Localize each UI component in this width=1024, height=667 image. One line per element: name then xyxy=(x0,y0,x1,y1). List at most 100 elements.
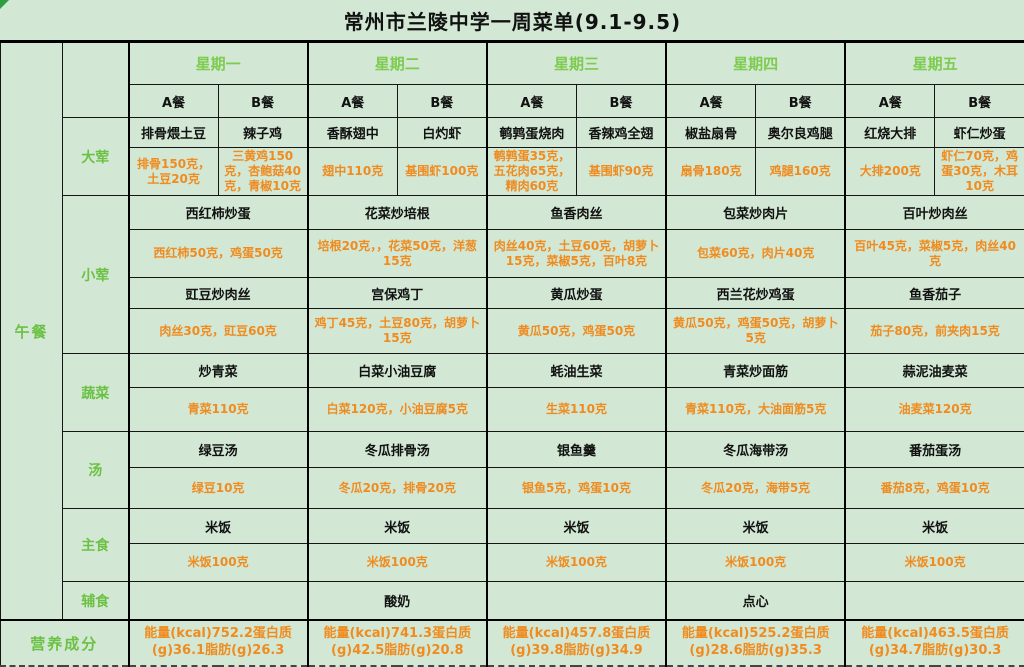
nutrition-cell: 能量(kcal)752.2蛋白质(g)36.1脂肪(g)26.3 xyxy=(129,620,308,666)
meal-a-header: A餐 xyxy=(129,85,219,118)
ingredient-cell: 大排200克 xyxy=(845,148,935,196)
day-header-thursday: 星期四 xyxy=(666,42,845,85)
nutrition-label: 营养成分 xyxy=(1,620,129,666)
ingredient-cell: 鹌鹑蛋35克，五花肉65克，精肉60克 xyxy=(487,148,577,196)
ingredient-cell: 黄瓜50克，鸡蛋50克，胡萝卜5克 xyxy=(666,309,845,354)
side-food-cell xyxy=(129,582,308,621)
ingredient-cell: 青菜110克，大油面筋5克 xyxy=(666,388,845,432)
dish-cell: 冬瓜海带汤 xyxy=(666,432,845,468)
dish-cell: 西兰花炒鸡蛋 xyxy=(666,278,845,309)
category-header-empty xyxy=(63,42,129,118)
dish-cell: 香酥翅中 xyxy=(308,118,398,148)
dish-cell: 炒青菜 xyxy=(129,354,308,388)
dish-cell: 青菜炒面筋 xyxy=(666,354,845,388)
dish-cell: 鹌鹑蛋烧肉 xyxy=(487,118,577,148)
page-title: 常州市兰陵中学一周菜单(9.1-9.5) xyxy=(1,0,1024,42)
ingredient-cell: 翅中110克 xyxy=(308,148,398,196)
ingredient-cell: 冬瓜20克，海带5克 xyxy=(666,468,845,509)
ingredient-cell: 米饭100克 xyxy=(487,544,666,582)
day-header-wednesday: 星期三 xyxy=(487,42,666,85)
ingredient-cell: 肉丝30克，豇豆60克 xyxy=(129,309,308,354)
nutrition-cell: 能量(kcal)741.3蛋白质(g)42.5脂肪(g)20.8 xyxy=(308,620,487,666)
nutrition-cell: 能量(kcal)525.2蛋白质(g)28.6脂肪(g)35.3 xyxy=(666,620,845,666)
corner-marker-icon xyxy=(0,0,9,9)
category-small-dish: 小荤 xyxy=(63,196,129,354)
dish-cell: 椒盐扇骨 xyxy=(666,118,756,148)
ingredient-cell: 茄子80克，前夹肉15克 xyxy=(845,309,1024,354)
meal-a-header: A餐 xyxy=(666,85,756,118)
ingredient-cell: 油麦菜120克 xyxy=(845,388,1024,432)
dish-cell: 蚝油生菜 xyxy=(487,354,666,388)
day-header-monday: 星期一 xyxy=(129,42,308,85)
dish-cell: 包菜炒肉片 xyxy=(666,196,845,230)
ingredient-cell: 生菜110克 xyxy=(487,388,666,432)
ingredient-cell: 培根20克，，花菜50克，洋葱15克 xyxy=(308,230,487,278)
ingredient-cell: 排骨150克，土豆20克 xyxy=(129,148,219,196)
ingredient-cell: 冬瓜20克，排骨20克 xyxy=(308,468,487,509)
meal-a-header: A餐 xyxy=(308,85,398,118)
dish-cell: 白菜小油豆腐 xyxy=(308,354,487,388)
ingredient-cell: 米饭100克 xyxy=(666,544,845,582)
dish-cell: 宫保鸡丁 xyxy=(308,278,487,309)
dish-cell: 黄瓜炒蛋 xyxy=(487,278,666,309)
side-food-cell: 酸奶 xyxy=(308,582,487,621)
ingredient-cell: 鸡丁45克，土豆80克，胡萝卜15克 xyxy=(308,309,487,354)
category-staple: 主食 xyxy=(63,509,129,582)
ingredient-cell: 米饭100克 xyxy=(308,544,487,582)
side-food-cell xyxy=(845,582,1024,621)
ingredient-cell: 西红柿50克，鸡蛋50克 xyxy=(129,230,308,278)
meal-a-header: A餐 xyxy=(487,85,577,118)
meal-b-header: B餐 xyxy=(935,85,1024,118)
dish-cell: 白灼虾 xyxy=(397,118,487,148)
side-food-cell xyxy=(487,582,666,621)
dish-cell: 米饭 xyxy=(129,509,308,544)
dish-cell: 虾仁炒蛋 xyxy=(935,118,1024,148)
ingredient-cell: 米饭100克 xyxy=(129,544,308,582)
ingredient-cell: 鸡腿160克 xyxy=(756,148,846,196)
ingredient-cell: 银鱼5克，鸡蛋10克 xyxy=(487,468,666,509)
ingredient-cell: 百叶45克，菜椒5克，肉丝40克 xyxy=(845,230,1024,278)
dish-cell: 奥尔良鸡腿 xyxy=(756,118,846,148)
side-food-cell: 点心 xyxy=(666,582,845,621)
ingredient-cell: 白菜120克，小油豆腐5克 xyxy=(308,388,487,432)
ingredient-cell: 基围虾100克 xyxy=(397,148,487,196)
dish-cell: 米饭 xyxy=(308,509,487,544)
dish-cell: 花菜炒培根 xyxy=(308,196,487,230)
dish-cell: 鱼香肉丝 xyxy=(487,196,666,230)
category-vegetable: 蔬菜 xyxy=(63,354,129,432)
nutrition-cell: 能量(kcal)463.5蛋白质(g)34.7脂肪(g)30.3 xyxy=(845,620,1024,666)
category-side-food: 辅食 xyxy=(63,582,129,621)
ingredient-cell: 虾仁70克，鸡蛋30克，木耳10克 xyxy=(935,148,1024,196)
dish-cell: 米饭 xyxy=(666,509,845,544)
ingredient-cell: 包菜60克，肉片40克 xyxy=(666,230,845,278)
day-header-friday: 星期五 xyxy=(845,42,1024,85)
dish-cell: 米饭 xyxy=(487,509,666,544)
dish-cell: 番茄蛋汤 xyxy=(845,432,1024,468)
dish-cell: 鱼香茄子 xyxy=(845,278,1024,309)
ingredient-cell: 基围虾90克 xyxy=(576,148,666,196)
category-soup: 汤 xyxy=(63,432,129,509)
dish-cell: 银鱼羹 xyxy=(487,432,666,468)
meal-a-header: A餐 xyxy=(845,85,935,118)
dish-cell: 西红柿炒蛋 xyxy=(129,196,308,230)
ingredient-cell: 黄瓜50克，鸡蛋50克 xyxy=(487,309,666,354)
ingredient-cell: 扇骨180克 xyxy=(666,148,756,196)
meal-b-header: B餐 xyxy=(397,85,487,118)
ingredient-cell: 三黄鸡150克，杏鲍菇40克，青椒10克 xyxy=(218,148,308,196)
dish-cell: 红烧大排 xyxy=(845,118,935,148)
meal-b-header: B餐 xyxy=(756,85,846,118)
category-main-dish: 大荤 xyxy=(63,118,129,196)
dish-cell: 蒜泥油麦菜 xyxy=(845,354,1024,388)
dish-cell: 香辣鸡全翅 xyxy=(576,118,666,148)
ingredient-cell: 青菜110克 xyxy=(129,388,308,432)
nutrition-cell: 能量(kcal)457.8蛋白质(g)39.8脂肪(g)34.9 xyxy=(487,620,666,666)
lunch-label: 午餐 xyxy=(1,42,63,621)
dish-cell: 百叶炒肉丝 xyxy=(845,196,1024,230)
dish-cell: 辣子鸡 xyxy=(218,118,308,148)
ingredient-cell: 绿豆10克 xyxy=(129,468,308,509)
day-header-tuesday: 星期二 xyxy=(308,42,487,85)
meal-b-header: B餐 xyxy=(576,85,666,118)
dish-cell: 冬瓜排骨汤 xyxy=(308,432,487,468)
ingredient-cell: 米饭100克 xyxy=(845,544,1024,582)
